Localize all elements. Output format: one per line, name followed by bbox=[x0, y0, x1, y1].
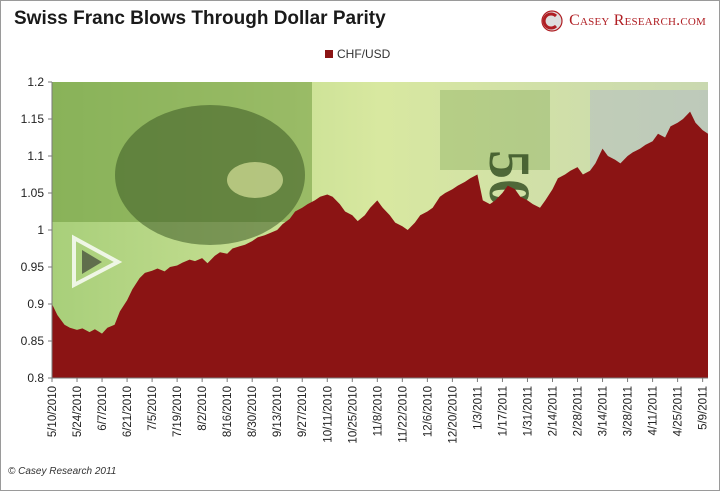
x-tick-label: 1/31/2011 bbox=[522, 386, 534, 436]
x-tick-label: 9/27/2010 bbox=[297, 386, 309, 437]
x-tick-label: 5/10/2010 bbox=[47, 386, 59, 437]
x-tick-label: 8/30/2010 bbox=[247, 386, 259, 437]
x-tick-label: 3/14/2011 bbox=[598, 386, 610, 436]
area-fill-chf-usd bbox=[52, 111, 708, 378]
y-tick-label: 1.2 bbox=[27, 75, 44, 89]
x-tick-label: 10/25/2010 bbox=[347, 386, 359, 444]
x-tick-label: 4/11/2011 bbox=[648, 386, 660, 435]
x-tick-label: 12/6/2010 bbox=[422, 386, 434, 437]
x-tick-label: 7/19/2010 bbox=[172, 386, 184, 437]
x-tick-label: 3/28/2011 bbox=[623, 386, 635, 436]
y-tick-label: 1.1 bbox=[27, 149, 44, 163]
x-tick-label: 12/20/2010 bbox=[447, 386, 459, 444]
x-tick-label: 10/11/2010 bbox=[322, 386, 334, 443]
brand: Casey Research.com bbox=[541, 10, 706, 32]
x-tick-label: 8/16/2010 bbox=[222, 386, 234, 437]
y-tick-label: 1.05 bbox=[21, 186, 45, 200]
x-tick-label: 5/24/2010 bbox=[72, 386, 84, 437]
x-tick-label: 11/8/2010 bbox=[372, 386, 384, 436]
x-tick-label: 5/9/2011 bbox=[698, 386, 710, 430]
x-tick-label: 7/5/2010 bbox=[147, 386, 159, 431]
x-tick-label: 9/13/2010 bbox=[272, 386, 284, 437]
x-tick-label: 4/25/2011 bbox=[673, 386, 685, 436]
y-tick-label: 1 bbox=[37, 223, 44, 237]
area-series-chf-usd bbox=[52, 111, 708, 378]
x-tick-label: 6/7/2010 bbox=[97, 386, 109, 431]
chart-title: Swiss Franc Blows Through Dollar Parity bbox=[14, 8, 386, 29]
copyright: © Casey Research 2011 bbox=[8, 466, 117, 477]
legend: CHF/USD bbox=[325, 47, 390, 61]
x-tick-label: 1/17/2011 bbox=[497, 386, 509, 436]
x-tick-label: 1/3/2011 bbox=[472, 386, 484, 430]
y-tick-label: 0.95 bbox=[21, 260, 45, 274]
y-tick-label: 0.85 bbox=[21, 334, 45, 348]
y-tick-label: 0.9 bbox=[27, 297, 44, 311]
y-axis-ticks: 0.8 0.85 0.9 0.95 1 1.05 1.1 1.15 1.2 bbox=[21, 75, 52, 385]
x-tick-label: 2/28/2011 bbox=[573, 386, 585, 436]
legend-swatch bbox=[325, 50, 333, 58]
y-tick-label: 0.8 bbox=[27, 371, 44, 385]
x-tick-label: 2/14/2011 bbox=[547, 386, 559, 436]
legend-label: CHF/USD bbox=[337, 47, 391, 61]
x-tick-label: 8/2/2010 bbox=[197, 386, 209, 431]
y-tick-label: 1.15 bbox=[21, 112, 45, 126]
x-tick-label: 6/21/2010 bbox=[122, 386, 134, 437]
x-axis-ticks: 5/10/2010 5/24/2010 6/7/2010 6/21/2010 7/5/2… bbox=[47, 378, 710, 444]
brand-name: Casey Research.com bbox=[569, 12, 706, 29]
x-tick-label: 11/22/2010 bbox=[397, 386, 409, 443]
casey-logo-icon bbox=[541, 10, 563, 32]
